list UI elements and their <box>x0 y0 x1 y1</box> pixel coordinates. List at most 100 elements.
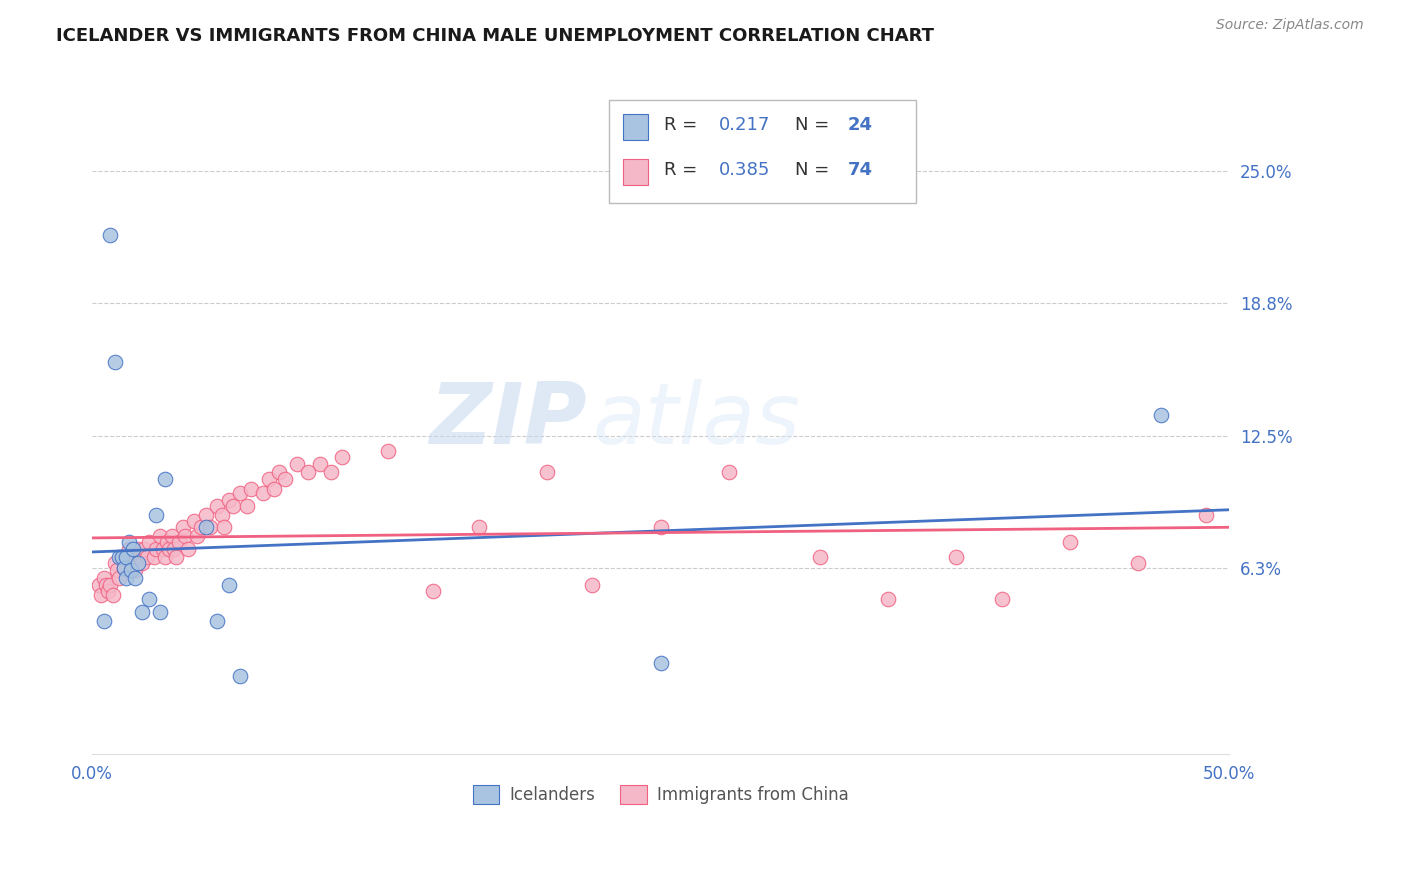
Point <box>134 541 156 556</box>
Point <box>105 563 128 577</box>
Point <box>218 577 240 591</box>
Point <box>93 614 115 628</box>
Point <box>211 508 233 522</box>
Point <box>808 549 831 564</box>
Point <box>200 520 222 534</box>
Point <box>131 605 153 619</box>
Point <box>205 614 228 628</box>
Point <box>117 541 139 556</box>
Point <box>112 560 135 574</box>
Point <box>650 656 672 670</box>
Text: 74: 74 <box>848 161 873 178</box>
Point <box>945 549 967 564</box>
Point <box>138 535 160 549</box>
Point <box>1059 535 1081 549</box>
Text: R =: R = <box>664 116 703 134</box>
FancyBboxPatch shape <box>609 100 917 203</box>
Text: ZIP: ZIP <box>429 379 586 462</box>
Point <box>194 508 217 522</box>
Text: 0.385: 0.385 <box>718 161 770 178</box>
Point <box>115 549 138 564</box>
Point <box>115 571 138 585</box>
Point <box>153 472 176 486</box>
Point <box>1195 508 1218 522</box>
Point <box>127 541 149 556</box>
Point <box>108 571 131 585</box>
Point <box>167 535 190 549</box>
Text: N =: N = <box>794 116 835 134</box>
Point <box>229 486 252 500</box>
Text: 0.217: 0.217 <box>718 116 770 134</box>
Point <box>422 584 444 599</box>
Point <box>98 577 121 591</box>
Point <box>101 588 124 602</box>
Point <box>149 529 172 543</box>
Point <box>165 549 187 564</box>
Point <box>94 577 117 591</box>
Point <box>97 584 120 599</box>
Point <box>122 541 145 556</box>
Point <box>163 541 186 556</box>
Point <box>127 557 149 571</box>
FancyBboxPatch shape <box>623 114 648 140</box>
Point <box>990 592 1012 607</box>
Point <box>717 465 740 479</box>
Point <box>252 486 274 500</box>
Point <box>285 457 308 471</box>
Point <box>149 605 172 619</box>
Point <box>190 520 212 534</box>
Point <box>104 557 127 571</box>
Point <box>176 541 198 556</box>
Point <box>145 541 167 556</box>
Point <box>205 499 228 513</box>
Point <box>122 549 145 564</box>
Point <box>174 529 197 543</box>
Point <box>222 499 245 513</box>
Point <box>124 571 146 585</box>
Point <box>212 520 235 534</box>
Point <box>124 563 146 577</box>
Point <box>319 465 342 479</box>
Point <box>308 457 330 471</box>
Point <box>108 549 131 564</box>
Point <box>650 520 672 534</box>
Legend: Icelanders, Immigrants from China: Icelanders, Immigrants from China <box>464 777 856 813</box>
Point <box>131 557 153 571</box>
Point <box>267 465 290 479</box>
Point <box>115 549 138 564</box>
Point <box>156 535 179 549</box>
Point <box>186 529 208 543</box>
Text: 24: 24 <box>848 116 873 134</box>
Point <box>194 520 217 534</box>
Point <box>111 549 134 564</box>
Point <box>93 571 115 585</box>
Point <box>581 577 603 591</box>
Point <box>876 592 898 607</box>
Point <box>112 560 135 574</box>
Point <box>135 549 157 564</box>
Point <box>274 472 297 486</box>
Point <box>240 482 263 496</box>
Point <box>152 541 174 556</box>
Point <box>117 535 139 549</box>
Text: Source: ZipAtlas.com: Source: ZipAtlas.com <box>1216 18 1364 32</box>
Point <box>536 465 558 479</box>
Point <box>467 520 489 534</box>
Text: N =: N = <box>794 161 835 178</box>
Point <box>90 588 112 602</box>
Point <box>218 492 240 507</box>
Point <box>330 450 353 465</box>
Point <box>142 549 165 564</box>
Point <box>172 520 194 534</box>
Point <box>236 499 259 513</box>
Point <box>87 577 110 591</box>
Point <box>1149 408 1171 422</box>
Point <box>229 669 252 683</box>
Point <box>120 557 142 571</box>
Point <box>111 549 134 564</box>
Point <box>145 508 167 522</box>
Point <box>104 355 127 369</box>
Point <box>297 465 319 479</box>
Point <box>259 472 281 486</box>
Point <box>263 482 285 496</box>
